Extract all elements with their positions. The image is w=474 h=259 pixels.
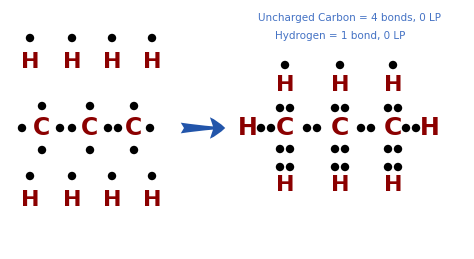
Circle shape: [331, 146, 338, 153]
Circle shape: [331, 163, 338, 170]
Text: C: C: [82, 116, 99, 140]
Circle shape: [341, 104, 348, 112]
Circle shape: [337, 61, 344, 68]
Circle shape: [303, 125, 310, 132]
Circle shape: [86, 147, 93, 154]
Circle shape: [27, 34, 34, 41]
Text: H: H: [276, 175, 294, 195]
Text: H: H: [238, 116, 258, 140]
Circle shape: [384, 104, 392, 112]
Circle shape: [367, 125, 374, 132]
Circle shape: [146, 125, 154, 132]
Circle shape: [384, 146, 392, 153]
Circle shape: [341, 163, 348, 170]
Circle shape: [402, 125, 410, 132]
Circle shape: [69, 34, 75, 41]
Circle shape: [313, 125, 320, 132]
Text: H: H: [331, 175, 349, 195]
Circle shape: [69, 172, 75, 179]
Circle shape: [38, 103, 46, 110]
Circle shape: [341, 146, 348, 153]
Circle shape: [412, 125, 419, 132]
Text: H: H: [21, 52, 39, 72]
Text: H: H: [103, 52, 121, 72]
Circle shape: [282, 61, 289, 68]
Text: H: H: [143, 190, 161, 210]
Circle shape: [148, 34, 155, 41]
Circle shape: [86, 103, 93, 110]
Circle shape: [286, 146, 293, 153]
Circle shape: [384, 163, 392, 170]
Text: Uncharged Carbon = 4 bonds, 0 LP: Uncharged Carbon = 4 bonds, 0 LP: [258, 13, 441, 23]
Text: C: C: [126, 116, 143, 140]
Circle shape: [267, 125, 274, 132]
Circle shape: [18, 125, 26, 132]
Text: C: C: [331, 116, 349, 140]
Text: H: H: [420, 116, 440, 140]
Circle shape: [394, 146, 401, 153]
Circle shape: [257, 125, 264, 132]
Text: H: H: [103, 190, 121, 210]
Circle shape: [286, 163, 293, 170]
Circle shape: [69, 125, 75, 132]
Text: Hydrogen = 1 bond, 0 LP: Hydrogen = 1 bond, 0 LP: [275, 31, 405, 41]
Text: C: C: [33, 116, 51, 140]
Text: H: H: [276, 75, 294, 95]
Circle shape: [286, 104, 293, 112]
Circle shape: [357, 125, 365, 132]
Circle shape: [109, 172, 116, 179]
Text: H: H: [21, 190, 39, 210]
Circle shape: [276, 163, 283, 170]
Circle shape: [130, 147, 137, 154]
Circle shape: [331, 104, 338, 112]
Text: H: H: [63, 190, 81, 210]
Circle shape: [148, 172, 155, 179]
Circle shape: [390, 61, 396, 68]
Circle shape: [56, 125, 64, 132]
Circle shape: [115, 125, 121, 132]
Text: H: H: [63, 52, 81, 72]
Circle shape: [130, 103, 137, 110]
Circle shape: [394, 104, 401, 112]
Circle shape: [394, 163, 401, 170]
Text: C: C: [384, 116, 402, 140]
Circle shape: [38, 147, 46, 154]
Text: C: C: [276, 116, 294, 140]
Text: H: H: [143, 52, 161, 72]
Circle shape: [276, 146, 283, 153]
Text: H: H: [384, 75, 402, 95]
Circle shape: [109, 34, 116, 41]
Text: H: H: [384, 175, 402, 195]
Circle shape: [276, 104, 283, 112]
Circle shape: [27, 172, 34, 179]
Text: H: H: [331, 75, 349, 95]
Circle shape: [104, 125, 111, 132]
